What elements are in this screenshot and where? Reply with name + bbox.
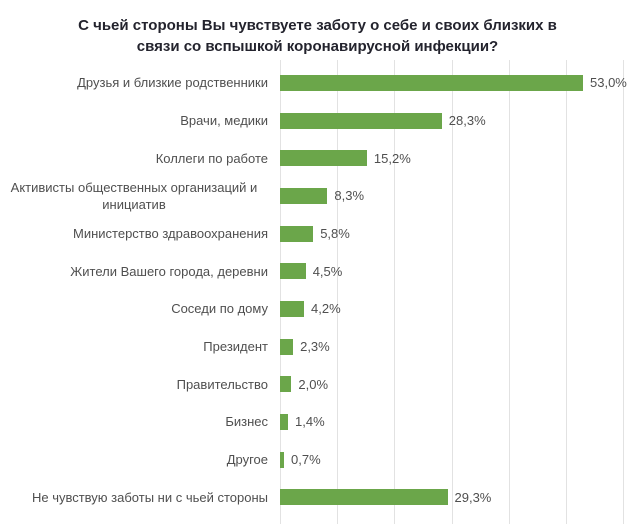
- gridline: [451, 60, 453, 524]
- bar-zone: 53,0%: [280, 74, 635, 91]
- gridline: [508, 60, 510, 524]
- value-label: 4,2%: [311, 301, 341, 317]
- bar-row: Коллеги по работе 15,2%: [0, 139, 635, 177]
- bar: [280, 338, 294, 355]
- bar: [280, 74, 583, 91]
- category-label-text: Активисты общественных организаций и ини…: [10, 179, 258, 212]
- bar-zone: 2,0%: [280, 376, 635, 393]
- bar-row: Другое 0,7%: [0, 441, 635, 479]
- bar: [280, 451, 284, 468]
- bar-zone: 29,3%: [280, 489, 635, 506]
- category-label: Друзья и близкие родственники: [0, 74, 268, 91]
- category-label-text: Жители Вашего города, деревни: [70, 263, 268, 279]
- category-label-text: Другое: [226, 452, 268, 468]
- bar-row: Правительство 2,0%: [0, 365, 635, 403]
- category-label-text: Не чувствую заботы ни с чьей стороны: [31, 489, 268, 505]
- value-label: 53,0%: [590, 75, 627, 91]
- category-label-text: Бизнес: [225, 414, 268, 430]
- category-label-text: Министерство здравоохранения: [73, 226, 268, 242]
- category-label-text: Друзья и близкие родственники: [77, 75, 268, 91]
- bar-zone: 0,7%: [280, 451, 635, 468]
- bar-zone: 5,8%: [280, 225, 635, 242]
- category-label: Активисты общественных организаций и ини…: [0, 179, 268, 213]
- bar: [280, 187, 328, 204]
- bar-row: Соседи по дому 4,2%: [0, 290, 635, 328]
- bar-rows: Друзья и близкие родственники 53,0% Врачи,…: [0, 64, 635, 516]
- bar-zone: 28,3%: [280, 112, 635, 129]
- value-label: 29,3%: [454, 489, 492, 505]
- value-label: 4,5%: [312, 263, 343, 279]
- category-label-text: Врачи, медики: [180, 113, 268, 128]
- category-label: Министерство здравоохранения: [0, 225, 268, 242]
- bar-zone: 15,2%: [280, 150, 635, 167]
- bar: [280, 300, 304, 317]
- category-label: Бизнес: [0, 413, 268, 430]
- bar: [280, 150, 367, 167]
- value-label: 28,3%: [448, 113, 486, 128]
- gridline: [280, 60, 281, 524]
- value-label: 8,3%: [334, 188, 365, 204]
- bar: [280, 112, 442, 129]
- category-label: Не чувствую заботы ни с чьей стороны: [0, 489, 268, 506]
- category-label-text: Президент: [203, 339, 268, 355]
- bar-row: Президент 2,3%: [0, 328, 635, 366]
- category-label: Соседи по дому: [0, 300, 268, 317]
- bar: [280, 376, 292, 393]
- bar: [280, 489, 448, 506]
- bar-zone: 1,4%: [280, 413, 635, 430]
- category-label: Жители Вашего города, деревни: [0, 263, 268, 280]
- gridline: [337, 60, 339, 524]
- category-label: Коллеги по работе: [0, 150, 268, 167]
- category-label-text: Коллеги по работе: [155, 150, 268, 166]
- bar-row: Жители Вашего города, деревни 4,5%: [0, 252, 635, 290]
- value-label: 15,2%: [373, 150, 411, 166]
- category-label-text: Соседи по дому: [171, 301, 268, 317]
- value-label: 0,7%: [291, 452, 321, 468]
- value-label: 2,3%: [300, 339, 330, 355]
- gridlines: [280, 60, 624, 524]
- bar: [280, 263, 306, 280]
- bar-row: Министерство здравоохранения 5,8%: [0, 215, 635, 253]
- category-label: Другое: [0, 451, 268, 468]
- bar: [280, 225, 314, 242]
- category-label: Президент: [0, 338, 268, 355]
- category-label-text: Правительство: [176, 376, 268, 392]
- bar-zone: 4,5%: [280, 263, 635, 280]
- category-label: Правительство: [0, 376, 268, 393]
- value-label: 5,8%: [320, 226, 350, 242]
- plot-area: Друзья и близкие родственники 53,0% Врачи,…: [0, 60, 635, 524]
- bar-row: Друзья и близкие родственники 53,0%: [0, 64, 635, 102]
- bar-zone: 4,2%: [280, 300, 635, 317]
- bar-row: Активисты общественных организаций и ини…: [0, 177, 635, 215]
- gridline: [565, 60, 567, 524]
- value-label: 1,4%: [295, 414, 325, 430]
- bar-row: Не чувствую заботы ни с чьей стороны 29,3…: [0, 478, 635, 516]
- bar-zone: 8,3%: [280, 187, 635, 204]
- bar-row: Бизнес 1,4%: [0, 403, 635, 441]
- bar-zone: 2,3%: [280, 338, 635, 355]
- category-label: Врачи, медики: [0, 112, 268, 129]
- bar-row: Врачи, медики 28,3%: [0, 102, 635, 140]
- gridline: [394, 60, 396, 524]
- gridline: [623, 60, 624, 524]
- bar: [280, 413, 288, 430]
- value-label: 2,0%: [298, 376, 329, 392]
- chart-title: С чьей стороны Вы чувствуете заботу о се…: [78, 17, 557, 55]
